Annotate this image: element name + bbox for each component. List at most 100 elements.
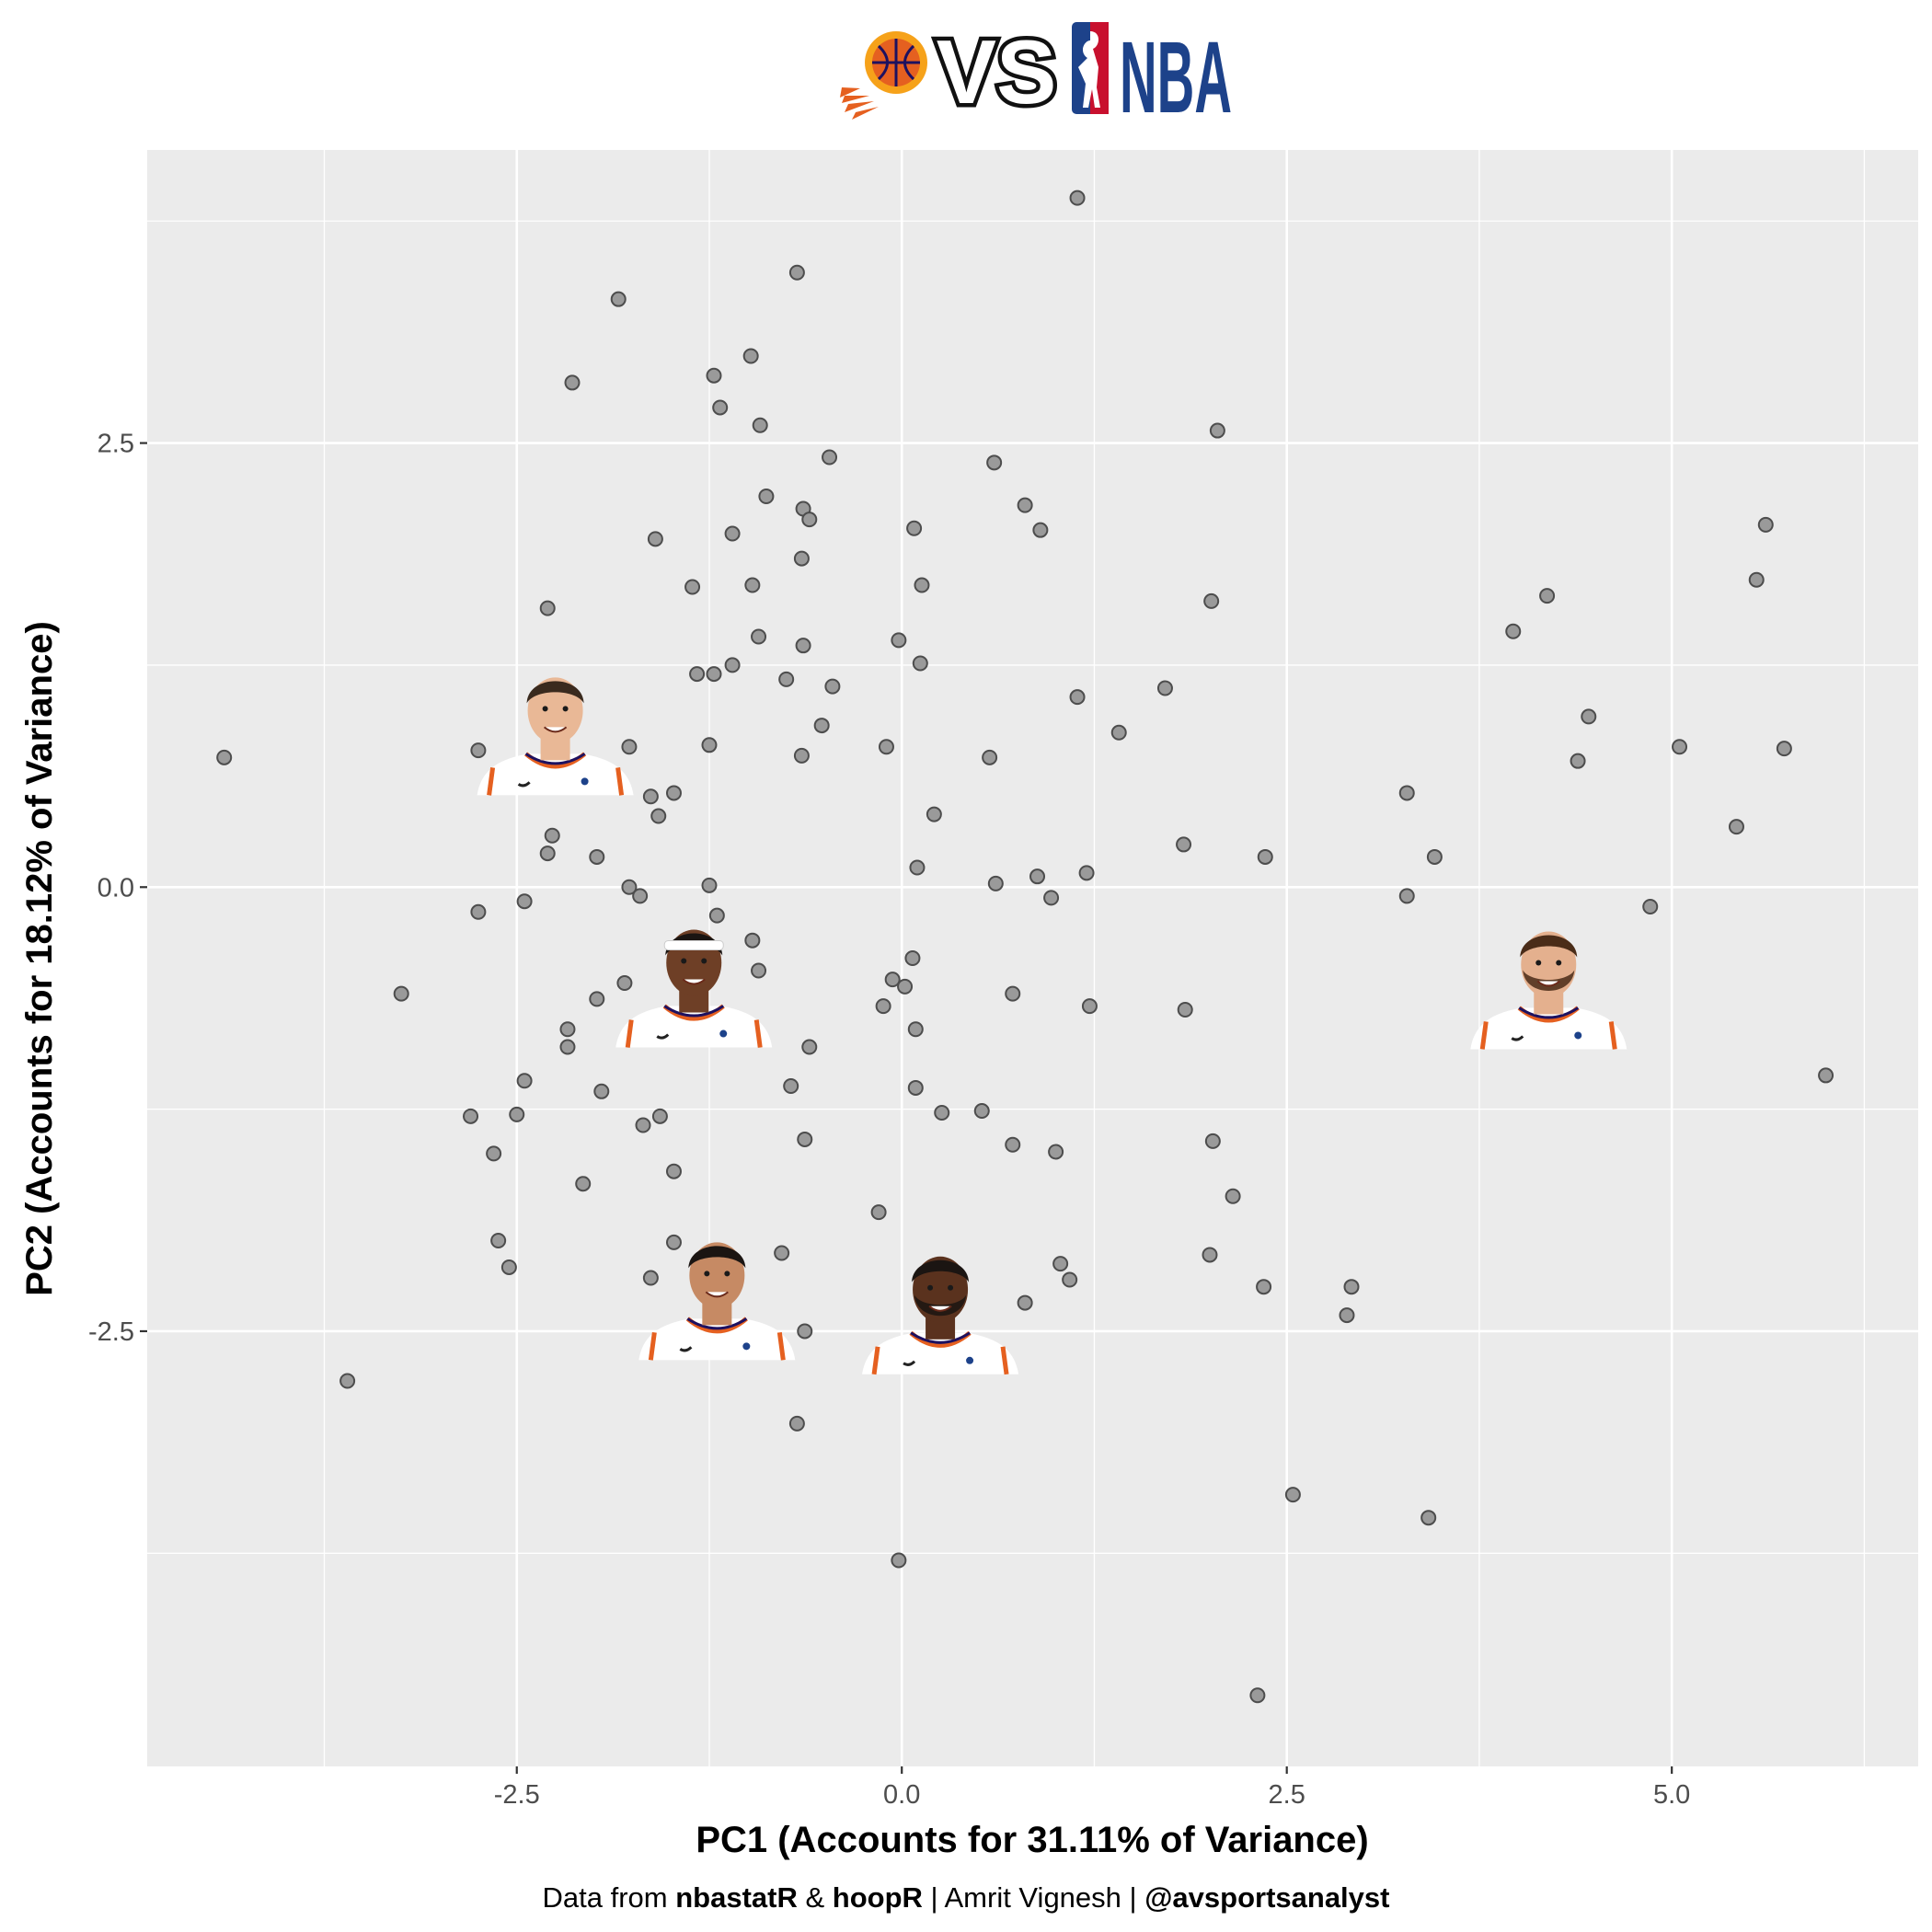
data-point — [393, 985, 409, 1002]
jersey-shape — [862, 1332, 1019, 1374]
player-face — [527, 677, 583, 744]
player-beard — [914, 1294, 967, 1317]
caption-sep2: | — [1121, 1881, 1145, 1914]
jersey-trim-right — [776, 1332, 786, 1361]
player-eye-left — [927, 1284, 934, 1291]
data-point — [797, 1131, 813, 1147]
jersey-trim-right — [1000, 1346, 1009, 1375]
data-point — [795, 638, 811, 654]
jersey-collar-inner — [910, 1331, 971, 1344]
data-point — [751, 628, 767, 645]
data-point — [788, 264, 805, 281]
data-point — [1539, 588, 1556, 604]
data-point — [1177, 1001, 1193, 1018]
data-point — [1052, 1256, 1069, 1272]
data-point — [1017, 497, 1033, 513]
data-point — [904, 950, 921, 966]
sponsor-icon — [966, 1356, 974, 1364]
x-tick-label: 5.0 — [1653, 1780, 1690, 1810]
data-point — [801, 1039, 818, 1055]
caption-source-hoopr: hoopR — [832, 1881, 923, 1914]
data-point — [559, 1039, 576, 1055]
data-point — [589, 991, 605, 1007]
data-point — [616, 975, 633, 992]
data-point — [1005, 1136, 1021, 1153]
nba-text: NBA — [1120, 21, 1232, 134]
y-axis-title: PC2 (Accounts for 18.12% of Variance) — [19, 621, 60, 1296]
plot-panel — [147, 150, 1918, 1766]
data-point — [1032, 522, 1049, 538]
data-point — [516, 893, 533, 910]
data-point — [621, 739, 638, 755]
data-point — [665, 785, 682, 801]
data-point — [708, 907, 725, 924]
data-point — [1672, 739, 1688, 755]
caption-source-nbastatr: nbastatR — [675, 1881, 798, 1914]
data-point — [712, 399, 729, 416]
data-point — [1209, 422, 1225, 439]
data-point — [813, 718, 830, 734]
data-point — [1081, 998, 1098, 1015]
data-point — [752, 417, 768, 433]
data-point — [1748, 571, 1765, 588]
player-eye-right — [724, 1271, 730, 1277]
data-point — [1069, 190, 1086, 206]
data-point — [589, 848, 605, 865]
jersey-trim-right — [753, 1019, 763, 1048]
data-point — [1257, 848, 1273, 865]
data-point — [559, 1021, 576, 1038]
data-point — [1110, 724, 1127, 741]
x-axis-title: PC1 (Accounts for 31.11% of Variance) — [696, 1820, 1368, 1860]
player-face — [689, 1242, 745, 1309]
data-point — [875, 998, 891, 1015]
data-point — [1256, 1279, 1272, 1295]
data-point — [1398, 785, 1415, 801]
player-headshot-durant — [862, 1256, 1019, 1375]
grid-major — [147, 150, 1918, 1766]
data-point — [1249, 1687, 1266, 1704]
data-point — [1570, 753, 1586, 769]
data-point — [564, 374, 581, 391]
data-point — [1005, 985, 1021, 1002]
player-smile — [705, 1291, 729, 1298]
data-point — [891, 632, 907, 649]
sponsor-icon — [1574, 1031, 1582, 1040]
player-hair — [1520, 935, 1578, 958]
data-point — [897, 978, 914, 995]
data-point — [689, 666, 706, 683]
player-headshot-grayson — [477, 677, 634, 796]
header-logos: VS NBA — [840, 17, 1232, 134]
data-point — [635, 1117, 651, 1133]
data-point — [1156, 680, 1173, 696]
data-point — [973, 1103, 990, 1120]
data-point — [665, 1163, 682, 1179]
data-point — [684, 579, 701, 595]
caption-prefix: Data from — [542, 1881, 676, 1914]
headband — [663, 940, 724, 951]
caption-amp: & — [797, 1881, 833, 1914]
caption: Data from nbastatR & hoopR | Amrit Vigne… — [0, 1881, 1932, 1915]
data-point — [1078, 865, 1095, 881]
data-point — [1642, 899, 1659, 915]
data-point — [516, 1073, 533, 1089]
data-point — [907, 1021, 924, 1038]
jersey-trim-left — [487, 767, 496, 796]
data-point — [463, 1108, 479, 1124]
data-point — [870, 1204, 887, 1221]
player-hair — [526, 681, 584, 704]
data-point — [651, 1108, 668, 1124]
x-tick-label: -2.5 — [494, 1780, 540, 1810]
data-point — [1204, 1133, 1221, 1149]
data-point — [987, 875, 1004, 891]
data-point — [632, 888, 649, 904]
jersey-trim-right — [615, 767, 625, 796]
data-point — [539, 600, 556, 616]
y-tick-label: 0.0 — [98, 873, 134, 903]
data-point — [1581, 708, 1597, 725]
jersey-shape — [1470, 1007, 1627, 1050]
y-tick-label: 2.5 — [98, 430, 134, 459]
data-point — [706, 666, 722, 683]
player-headshot-booker — [638, 1242, 796, 1361]
grid-minor — [147, 150, 1918, 1766]
jersey-trim-left — [648, 1332, 657, 1361]
